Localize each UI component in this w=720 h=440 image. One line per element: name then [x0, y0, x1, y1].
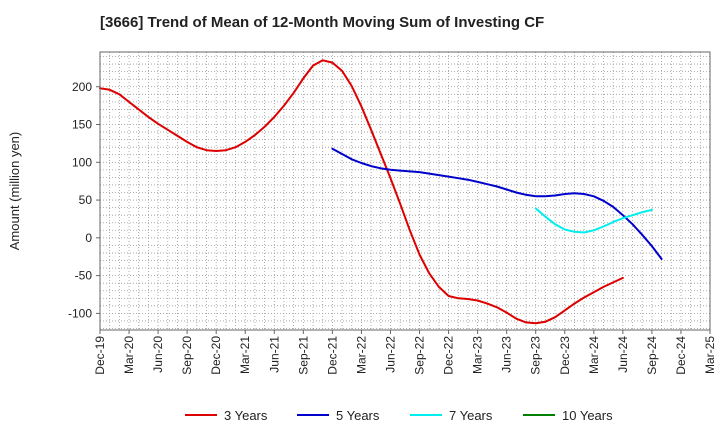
y-tick-label: 200: [72, 80, 92, 94]
legend-label-3-years: 3 Years: [224, 408, 268, 423]
x-tick-label: Mar-25: [703, 336, 717, 374]
y-tick-label: 0: [85, 231, 92, 245]
y-tick-label: 100: [72, 155, 92, 169]
x-tick-label: Mar-21: [238, 336, 252, 374]
x-tick-label: Sep-20: [180, 336, 194, 375]
legend-label-10-years: 10 Years: [562, 408, 613, 423]
x-tick-label: Sep-24: [645, 336, 659, 375]
x-tick-label: Mar-22: [354, 336, 368, 374]
x-tick-label: Dec-19: [93, 336, 107, 375]
x-tick-label: Sep-21: [296, 336, 310, 375]
series-line-5-years: [331, 147, 663, 260]
y-tick-label: -100: [68, 306, 92, 320]
x-tick-label: Mar-24: [587, 336, 601, 374]
x-tick-label: Dec-24: [674, 336, 688, 375]
x-tick-label: Jun-23: [500, 336, 514, 373]
x-tick-label: Jun-20: [151, 336, 165, 373]
x-tick-label: Dec-22: [442, 336, 456, 375]
x-tick-label: Jun-22: [383, 336, 397, 373]
x-tick-label: Dec-20: [209, 336, 223, 375]
chart-title: [3666] Trend of Mean of 12-Month Moving …: [100, 14, 545, 31]
x-tick-label: Sep-22: [413, 336, 427, 375]
x-tick-label: Dec-23: [558, 336, 572, 375]
y-axis-label: Amount (million yen): [7, 132, 22, 251]
plot-frame: [99, 51, 711, 331]
y-tick-label: -50: [75, 269, 93, 283]
x-tick-label: Dec-21: [325, 336, 339, 375]
x-tick-label: Sep-23: [529, 336, 543, 375]
series-line-7-years: [534, 207, 653, 234]
series-line-3-years: [99, 59, 624, 325]
x-tick-label: Mar-23: [471, 336, 485, 374]
x-tick-label: Mar-20: [122, 336, 136, 374]
legend-label-5-years: 5 Years: [336, 408, 380, 423]
y-tick-label: 150: [72, 118, 92, 132]
x-tick-label: Jun-24: [616, 336, 630, 373]
y-tick-label: 50: [79, 193, 93, 207]
x-tick-label: Jun-21: [267, 336, 281, 373]
legend-label-7-years: 7 Years: [449, 408, 493, 423]
